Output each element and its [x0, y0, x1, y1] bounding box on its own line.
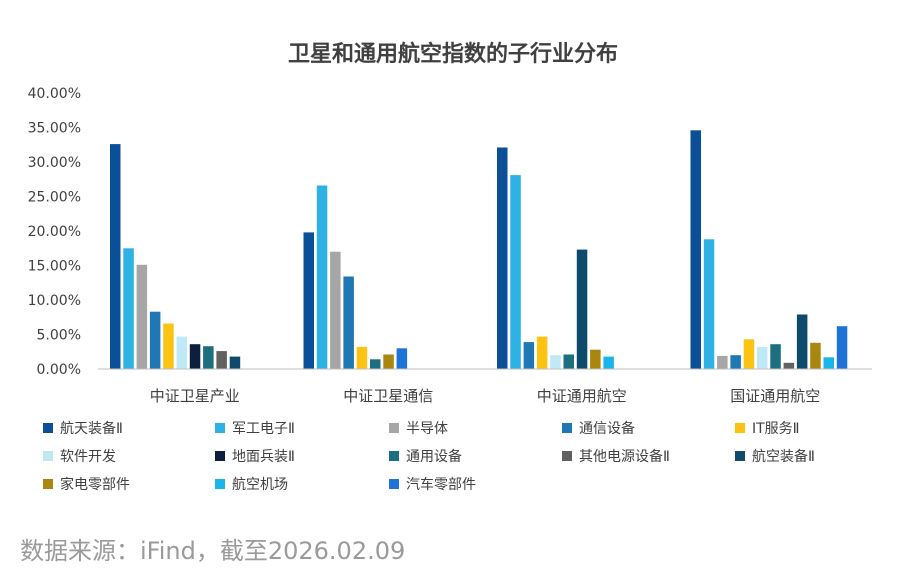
- bar: [189, 344, 201, 369]
- bar: [550, 355, 561, 369]
- bar: [510, 175, 521, 369]
- bar: [757, 346, 768, 369]
- bar: [370, 359, 381, 369]
- legend-label: 通信设备: [579, 420, 635, 437]
- legend-label: 其他电源设备Ⅱ: [579, 448, 670, 465]
- legend-swatch: [389, 423, 399, 433]
- bar: [110, 144, 121, 369]
- legend-swatch: [389, 451, 399, 461]
- legend-label: IT服务Ⅱ: [752, 421, 800, 437]
- y-tick-label: 30.00%: [28, 155, 81, 171]
- legend-swatch: [562, 451, 572, 461]
- bar: [303, 232, 314, 369]
- bar: [836, 326, 848, 369]
- x-category-label: 中证卫星通信: [343, 387, 433, 405]
- legend-item: 地面兵装Ⅱ: [215, 449, 295, 465]
- bar: [149, 311, 161, 369]
- legend-item: 通信设备: [562, 420, 635, 437]
- bar: [743, 339, 755, 369]
- bar: [216, 351, 227, 369]
- y-tick-label: 35.00%: [28, 121, 81, 137]
- bar: [603, 356, 614, 369]
- legend-label: 军工电子Ⅱ: [232, 421, 295, 437]
- x-axis: 中证卫星产业 中证卫星通信 中证通用航空 国证通用航空: [150, 387, 821, 405]
- bar: [383, 354, 394, 369]
- bar: [796, 314, 808, 369]
- bar: [563, 354, 574, 369]
- x-category-label: 中证通用航空: [537, 387, 627, 405]
- legend-label: 航空装备Ⅱ: [752, 448, 815, 465]
- bar: [356, 346, 368, 369]
- legend-label: 航天装备Ⅱ: [60, 420, 123, 437]
- y-tick-label: 15.00%: [28, 259, 81, 275]
- bar: [136, 264, 148, 369]
- legend-swatch: [562, 423, 572, 433]
- legend-swatch: [43, 479, 53, 489]
- legend-item: 其他电源设备Ⅱ: [562, 448, 670, 465]
- x-category-label: 国证通用航空: [730, 387, 820, 405]
- legend-item: 军工电子Ⅱ: [215, 421, 295, 437]
- bar: [703, 239, 715, 369]
- y-tick-label: 40.00%: [28, 86, 81, 102]
- legend-swatch: [215, 451, 225, 461]
- bar: [163, 323, 174, 369]
- bar: [316, 185, 328, 369]
- bar: [590, 349, 601, 369]
- bar: [396, 348, 408, 369]
- legend-item: 航天装备Ⅱ: [43, 420, 123, 437]
- bars: [110, 130, 848, 370]
- bar: [497, 147, 508, 369]
- legend-label: 航空机场: [232, 477, 288, 493]
- legend-swatch: [215, 423, 225, 433]
- bar: [690, 130, 701, 369]
- legend-item: 软件开发: [43, 449, 116, 465]
- bar: [576, 249, 588, 369]
- legend-item: 家电零部件: [43, 476, 130, 493]
- legend-item: 通用设备: [389, 448, 462, 465]
- legend-item: 航空装备Ⅱ: [735, 448, 815, 465]
- y-tick-label: 25.00%: [28, 190, 81, 206]
- x-category-label: 中证卫星产业: [150, 387, 240, 405]
- y-tick-label: 5.00%: [37, 328, 81, 344]
- source-note: 数据来源：iFind，截至2026.02.09: [20, 537, 405, 565]
- bar: [229, 356, 241, 369]
- y-tick-label: 20.00%: [28, 224, 81, 240]
- bar: [730, 355, 741, 369]
- legend-item: 航空机场: [215, 477, 288, 493]
- legend-swatch: [389, 479, 399, 489]
- legend-swatch: [735, 451, 745, 461]
- legend-label: 半导体: [406, 421, 448, 437]
- legend-swatch: [43, 423, 53, 433]
- legend-label: 通用设备: [406, 448, 462, 465]
- bar: [330, 251, 341, 369]
- legend-label: 家电零部件: [60, 476, 130, 493]
- bar: [823, 357, 834, 369]
- legend-label: 软件开发: [60, 449, 116, 465]
- legend-swatch: [735, 423, 745, 433]
- y-tick-label: 0.00%: [37, 362, 81, 378]
- legend-item: 汽车零部件: [389, 476, 476, 493]
- legend-swatch: [215, 479, 225, 489]
- bar: [717, 355, 728, 369]
- legend-item: IT服务Ⅱ: [735, 421, 800, 437]
- legend-swatch: [43, 451, 53, 461]
- bar: [343, 276, 354, 369]
- y-axis: 0.00% 5.00% 10.00% 15.00% 20.00% 25.00% 30.00%…: [28, 86, 81, 378]
- bar: [536, 336, 548, 369]
- y-tick-label: 10.00%: [28, 293, 81, 309]
- bar: [770, 344, 781, 369]
- bar: [523, 342, 535, 369]
- bar: [810, 342, 821, 369]
- bar: [123, 248, 134, 370]
- bar: [203, 346, 214, 369]
- legend-label: 汽车零部件: [406, 476, 476, 493]
- legend: 航天装备Ⅱ 军工电子Ⅱ 半导体 通信设备 IT服务Ⅱ 软件开发 地面兵装Ⅱ 通用设备 其他电源设…: [43, 420, 815, 493]
- bar: [176, 336, 187, 369]
- chart-title: 卫星和通用航空指数的子行业分布: [288, 41, 618, 67]
- legend-label: 地面兵装Ⅱ: [232, 449, 295, 465]
- legend-item: 半导体: [389, 421, 448, 437]
- bar: [783, 362, 795, 369]
